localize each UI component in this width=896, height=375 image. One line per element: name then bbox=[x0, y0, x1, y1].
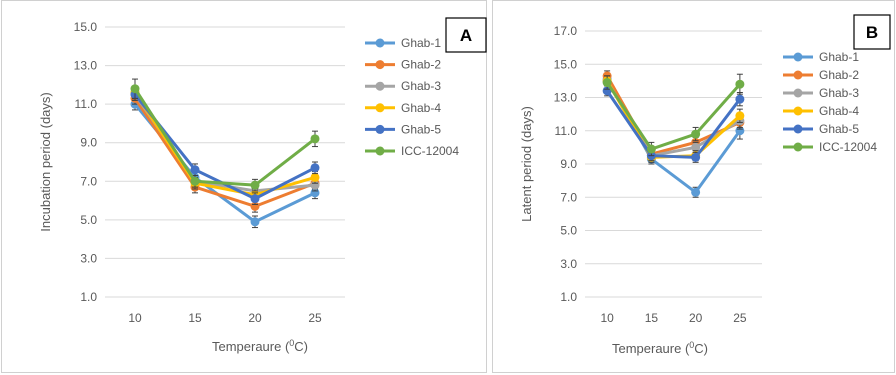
legend-swatch-marker bbox=[375, 60, 385, 70]
y-axis-title: Incubation period (days) bbox=[38, 92, 53, 231]
data-point bbox=[735, 111, 745, 121]
data-point bbox=[310, 163, 320, 173]
legend-label: Ghab-2 bbox=[819, 68, 859, 82]
chart-b-svg: 1.0 3.0 5.0 7.0 9.0 11.0 13.0 15.0 17.0 10 15 20 25 L… bbox=[519, 14, 891, 356]
legend-label: Ghab-5 bbox=[401, 122, 441, 136]
y-tick-label: 17.0 bbox=[554, 24, 578, 38]
y-tick-label: 7.0 bbox=[80, 174, 97, 188]
data-point bbox=[250, 180, 260, 190]
y-tick-label: 1.0 bbox=[80, 290, 97, 304]
x-tick-label: 20 bbox=[248, 311, 262, 325]
data-point bbox=[190, 165, 200, 175]
legend-label: Ghab-1 bbox=[819, 50, 859, 64]
x-tick-label: 25 bbox=[733, 311, 747, 325]
legend-swatch-marker bbox=[793, 142, 803, 152]
chart-a-svg: 1.0 3.0 5.0 7.0 9.0 11.0 13.0 15.0 10 15 20 25 Incub… bbox=[38, 17, 487, 354]
x-axis-title: Temperaure (0C) bbox=[212, 338, 308, 354]
panel-label-box bbox=[445, 17, 487, 53]
series-line bbox=[605, 90, 742, 159]
y-tick-label: 9.0 bbox=[80, 136, 97, 150]
legend-swatch-marker bbox=[793, 52, 803, 62]
y-tick-label: 1.0 bbox=[560, 290, 577, 304]
data-point bbox=[735, 94, 745, 104]
panel-label: A bbox=[460, 26, 472, 45]
legend-label: Ghab-3 bbox=[819, 86, 859, 100]
y-tick-label: 13.0 bbox=[74, 59, 98, 73]
legend-label: Ghab-4 bbox=[401, 101, 441, 115]
data-point bbox=[130, 84, 140, 94]
data-point bbox=[190, 176, 200, 186]
y-axis-title: Latent period (days) bbox=[519, 106, 534, 222]
y-tick-label: 11.0 bbox=[75, 97, 98, 111]
x-tick-label: 15 bbox=[645, 311, 659, 325]
x-tick-label: 10 bbox=[600, 311, 614, 325]
legend-label: Ghab-2 bbox=[401, 58, 441, 72]
legend-label: ICC-12004 bbox=[819, 140, 877, 154]
legend-label: Ghab-5 bbox=[819, 122, 859, 136]
data-point bbox=[691, 152, 701, 162]
legend-swatch-marker bbox=[375, 146, 385, 156]
legend-swatch-marker bbox=[793, 88, 803, 98]
x-axis-title: Temperaure (0C) bbox=[612, 340, 708, 356]
series-line bbox=[133, 91, 316, 197]
data-point bbox=[691, 187, 701, 197]
panel-label: B bbox=[866, 23, 878, 42]
x-tick-label: 15 bbox=[188, 311, 202, 325]
legend-swatch-marker bbox=[375, 124, 385, 134]
data-point bbox=[735, 79, 745, 89]
legend-label: ICC-12004 bbox=[401, 144, 459, 158]
x-axis-title-sup: 0 bbox=[689, 340, 694, 350]
data-point bbox=[602, 78, 612, 88]
y-tick-label: 3.0 bbox=[560, 257, 577, 271]
y-tick-label: 3.0 bbox=[80, 251, 97, 265]
y-tick-label: 13.0 bbox=[554, 91, 578, 105]
x-axis-title-unit: C) bbox=[294, 339, 308, 354]
legend-label: Ghab-1 bbox=[401, 36, 441, 50]
x-tick-label: 10 bbox=[128, 311, 142, 325]
series-line bbox=[133, 103, 316, 224]
chart-panel-b: 1.0 3.0 5.0 7.0 9.0 11.0 13.0 15.0 17.0 10 15 20 25 L… bbox=[492, 0, 895, 373]
data-point bbox=[310, 134, 320, 144]
y-tick-label: 11.0 bbox=[555, 124, 578, 138]
y-tick-label: 5.0 bbox=[560, 224, 577, 238]
y-tick-label: 7.0 bbox=[560, 190, 577, 204]
series-line bbox=[605, 81, 741, 151]
y-tick-label: 15.0 bbox=[74, 20, 98, 34]
series-line bbox=[133, 97, 316, 208]
x-axis-title-unit: C) bbox=[694, 341, 708, 356]
x-tick-label: 25 bbox=[308, 311, 322, 325]
x-axis-title-main: Temperaure ( bbox=[612, 341, 690, 356]
legend-swatch-marker bbox=[375, 103, 385, 113]
legend-swatch-marker bbox=[793, 70, 803, 80]
y-tick-label: 5.0 bbox=[80, 213, 97, 227]
series-line bbox=[133, 87, 316, 187]
y-tick-label: 9.0 bbox=[560, 157, 577, 171]
chart-panel-a: 1.0 3.0 5.0 7.0 9.0 11.0 13.0 15.0 10 15 20 25 Incub… bbox=[1, 0, 487, 373]
data-point bbox=[735, 126, 745, 136]
legend-swatch-marker bbox=[793, 124, 803, 134]
data-point bbox=[691, 142, 701, 152]
legend-label: Ghab-3 bbox=[401, 79, 441, 93]
legend-swatch-marker bbox=[375, 38, 385, 48]
data-point bbox=[646, 144, 656, 154]
panel-label-box bbox=[853, 14, 891, 50]
data-point bbox=[691, 129, 701, 139]
data-point bbox=[250, 217, 260, 227]
data-point bbox=[310, 172, 320, 182]
legend-label: Ghab-4 bbox=[819, 104, 859, 118]
y-tick-label: 15.0 bbox=[554, 57, 578, 71]
legend-swatch-marker bbox=[375, 81, 385, 91]
x-tick-label: 20 bbox=[689, 311, 703, 325]
data-point bbox=[250, 194, 260, 204]
x-axis-title-sup: 0 bbox=[289, 338, 294, 348]
legend-swatch-marker bbox=[793, 106, 803, 116]
x-axis-title-main: Temperaure ( bbox=[212, 339, 290, 354]
